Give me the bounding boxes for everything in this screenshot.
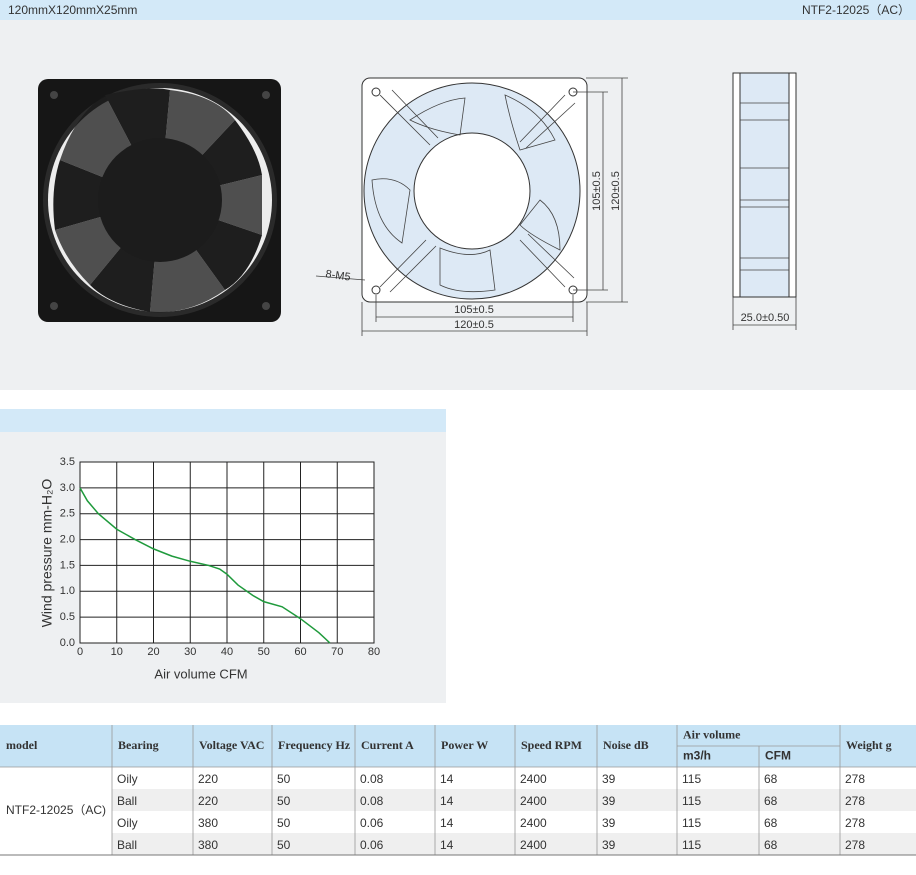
- x-axis-label: Air volume CFM: [154, 666, 247, 681]
- inner-width: 105±0.5: [454, 304, 494, 316]
- table-cell: 115: [682, 816, 701, 830]
- table-cell: 0.06: [360, 816, 384, 830]
- table-header: Power W: [441, 738, 488, 752]
- table-cell: 278: [845, 772, 865, 786]
- table-cell: 14: [440, 794, 454, 808]
- table-header: Current A: [361, 738, 414, 752]
- y-tick-label: 3.0: [60, 482, 75, 494]
- x-tick-label: 0: [77, 646, 83, 658]
- hole-label: 8-M5: [325, 268, 351, 283]
- table-cell: 68: [764, 772, 778, 786]
- model-cell: NTF2-12025（AC): [6, 803, 106, 817]
- table-cell: 50: [277, 794, 291, 808]
- table-header: Air volume: [683, 727, 741, 741]
- y-axis-label: Wind pressure mm-H₂O: [39, 479, 55, 628]
- table-cell: 278: [845, 838, 865, 852]
- table-header: model: [6, 738, 38, 752]
- table-cell: 220: [198, 772, 218, 786]
- front-view: 8-M5 105±0.5 120±0.5 105±0.5 120±0.5: [315, 77, 628, 336]
- table-cell: 380: [198, 838, 218, 852]
- model-label: NTF2-12025（AC）: [802, 3, 910, 17]
- table-cell: Ball: [117, 838, 137, 852]
- table-header: Weight g: [846, 738, 892, 752]
- y-tick-label: 2.0: [60, 533, 75, 545]
- table-cell: 0.08: [360, 772, 384, 786]
- table-header: Frequency Hz: [278, 738, 351, 752]
- table-cell: Oily: [117, 816, 138, 830]
- table-header: Bearing: [118, 738, 159, 752]
- table-cell: 2400: [520, 794, 547, 808]
- chart-header: [0, 409, 446, 432]
- table-header: Noise dB: [603, 738, 649, 752]
- table-cell: 39: [602, 816, 616, 830]
- table-cell: 14: [440, 772, 454, 786]
- table-cell: 39: [602, 838, 616, 852]
- y-tick-label: 1.5: [60, 559, 75, 571]
- inner-height: 105±0.5: [591, 171, 603, 211]
- row-bg: [112, 789, 916, 811]
- x-tick-label: 70: [331, 646, 343, 658]
- top-bar: [0, 0, 916, 20]
- y-tick-label: 1.0: [60, 585, 75, 597]
- depth-label: 25.0±0.50: [741, 312, 790, 324]
- x-tick-label: 60: [294, 646, 306, 658]
- table-cell: 68: [764, 838, 778, 852]
- table-cell: 115: [682, 794, 701, 808]
- table-cell: 2400: [520, 838, 547, 852]
- table-cell: Oily: [117, 772, 138, 786]
- table-cell: 2400: [520, 772, 547, 786]
- table-cell: 115: [682, 838, 701, 852]
- table-cell: 14: [440, 838, 454, 852]
- table-cell: 14: [440, 816, 454, 830]
- x-tick-label: 50: [258, 646, 270, 658]
- table-cell: 2400: [520, 816, 547, 830]
- table-header: Voltage VAC: [199, 738, 264, 752]
- table-header: Speed RPM: [521, 738, 582, 752]
- table-cell: 0.06: [360, 838, 384, 852]
- y-tick-label: 0.5: [60, 611, 75, 623]
- table-cell: 220: [198, 794, 218, 808]
- table-cell: 115: [682, 772, 701, 786]
- table-cell: 68: [764, 816, 778, 830]
- fan-photo: [38, 79, 281, 322]
- y-tick-label: 0.0: [60, 637, 75, 649]
- x-tick-label: 10: [111, 646, 123, 658]
- x-tick-label: 30: [184, 646, 196, 658]
- x-tick-label: 80: [368, 646, 380, 658]
- table-cell: 50: [277, 816, 291, 830]
- table-cell: 380: [198, 816, 218, 830]
- table-cell: 0.08: [360, 794, 384, 808]
- y-tick-label: 2.5: [60, 508, 75, 520]
- row-bg: [112, 833, 916, 855]
- table-cell: 278: [845, 794, 865, 808]
- y-tick-label: 3.5: [60, 456, 75, 468]
- table-cell: 39: [602, 794, 616, 808]
- size-label: 120mmX120mmX25mm: [8, 3, 137, 17]
- table-subheader: m3/h: [683, 749, 711, 763]
- table-cell: 278: [845, 816, 865, 830]
- outer-width: 120±0.5: [454, 319, 494, 331]
- table-subheader: CFM: [765, 749, 791, 763]
- curve: [79, 487, 331, 644]
- x-tick-label: 40: [221, 646, 233, 658]
- table-cell: Ball: [117, 794, 137, 808]
- outer-height: 120±0.5: [610, 171, 622, 211]
- x-tick-label: 20: [147, 646, 159, 658]
- side-view: 25.0±0.50: [732, 72, 797, 330]
- table-cell: 50: [277, 772, 291, 786]
- table-cell: 50: [277, 838, 291, 852]
- table-cell: 68: [764, 794, 778, 808]
- table-cell: 39: [602, 772, 616, 786]
